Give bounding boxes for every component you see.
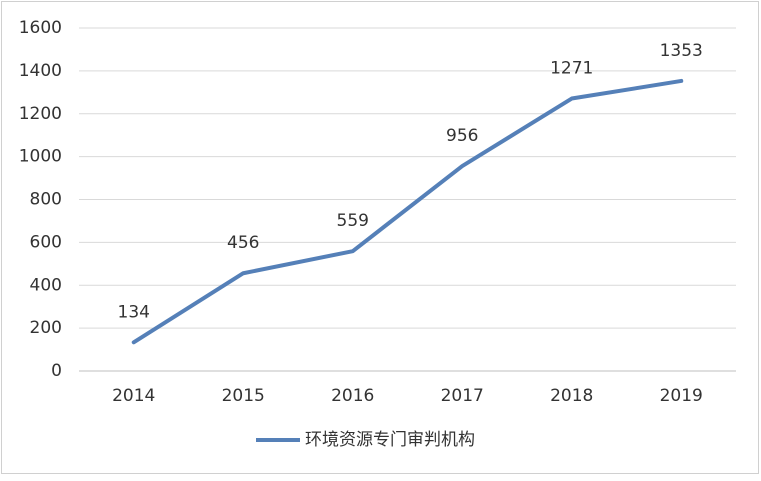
data-label: 1353	[660, 41, 703, 61]
x-tick-label: 2015	[222, 386, 265, 406]
data-label: 956	[446, 126, 478, 146]
data-label: 134	[118, 302, 150, 322]
y-tick-label: 400	[30, 275, 62, 295]
y-tick-label: 800	[30, 190, 62, 210]
y-tick-label: 1400	[19, 61, 62, 81]
x-tick-label: 2014	[112, 386, 155, 406]
line	[131, 78, 684, 345]
legend-label: 环境资源专门审判机构	[305, 430, 475, 450]
x-tick-label: 2019	[660, 386, 703, 406]
y-tick-label: 1600	[19, 18, 62, 38]
data-label: 456	[227, 233, 259, 253]
y-tick-label: 0	[51, 361, 62, 381]
y-tick-label: 1200	[19, 104, 62, 124]
data-label: 559	[337, 211, 369, 231]
x-tick-label: 2018	[550, 386, 593, 406]
x-tick-label: 2017	[441, 386, 484, 406]
y-tick-label: 200	[30, 318, 62, 338]
data-label: 1271	[550, 59, 593, 79]
y-tick-label: 1000	[19, 147, 62, 167]
y-tick-label: 600	[30, 232, 62, 252]
chart-border	[1, 1, 759, 474]
x-tick-label: 2016	[331, 386, 374, 406]
